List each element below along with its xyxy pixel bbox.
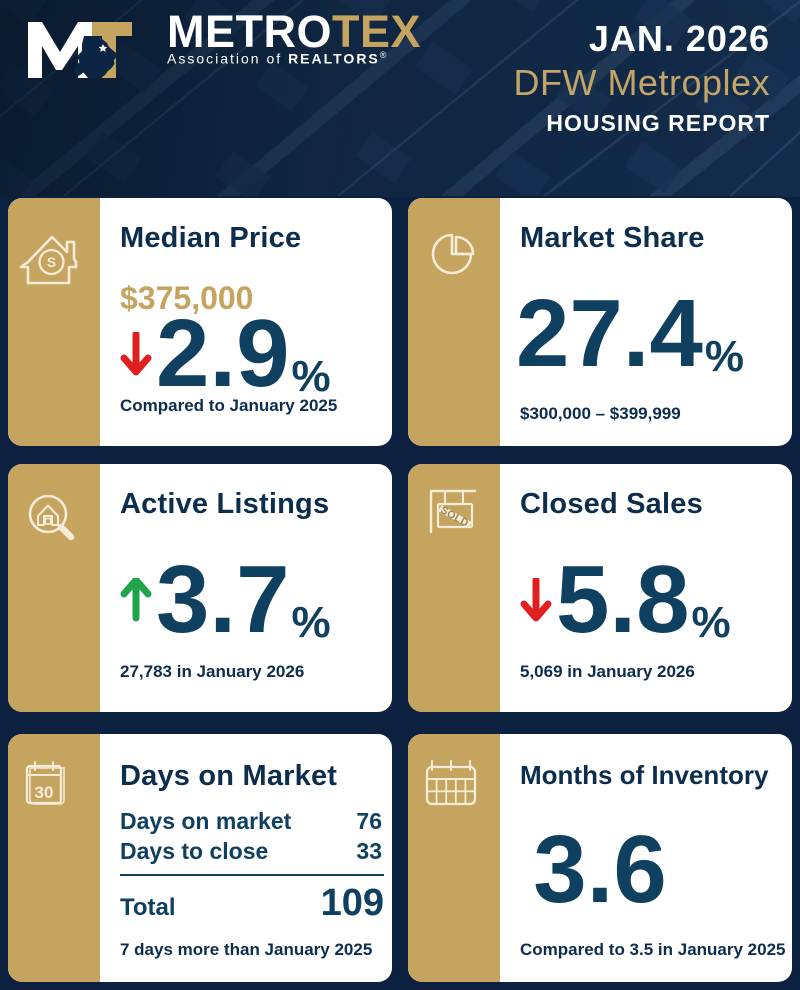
svg-text:S: S: [47, 254, 56, 270]
svg-text:SOLD: SOLD: [438, 504, 470, 530]
svg-text:30: 30: [35, 783, 54, 802]
